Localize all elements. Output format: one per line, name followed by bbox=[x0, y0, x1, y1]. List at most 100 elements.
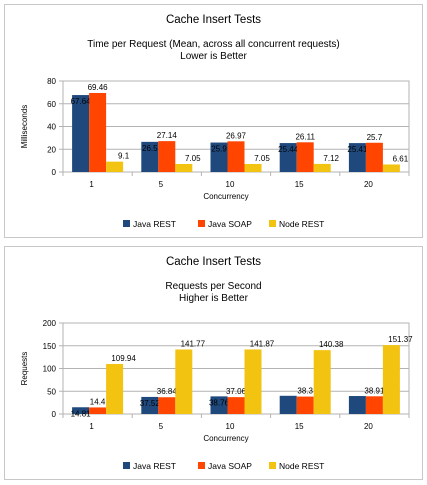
y-tick-label: 200 bbox=[43, 319, 57, 328]
x-tick-label: 20 bbox=[364, 422, 373, 431]
bar-node-rest bbox=[382, 164, 400, 172]
x-tick-label: 15 bbox=[295, 180, 304, 189]
bar-node-rest bbox=[244, 349, 262, 414]
y-axis-label: Milliseconds bbox=[20, 105, 29, 149]
data-label: 25.41 bbox=[347, 145, 368, 154]
data-label: 141.77 bbox=[181, 339, 206, 348]
bar-java-soap bbox=[158, 397, 176, 414]
y-tick-label: 20 bbox=[47, 145, 56, 154]
data-label: 6.61 bbox=[393, 154, 409, 163]
bar-java-rest bbox=[141, 141, 159, 172]
chart-title: Cache Insert Tests bbox=[166, 256, 261, 268]
bar-node-rest bbox=[175, 349, 193, 414]
data-label: 26.5 bbox=[142, 144, 158, 153]
data-label: 14.4 bbox=[90, 397, 106, 406]
bar-node-rest bbox=[175, 163, 193, 172]
x-tick-label: 1 bbox=[89, 422, 94, 431]
x-tick-label: 15 bbox=[295, 422, 304, 431]
data-label: 36.84 bbox=[157, 387, 178, 396]
y-tick-label: 0 bbox=[52, 168, 57, 177]
x-tick-label: 10 bbox=[226, 180, 235, 189]
y-tick-label: 0 bbox=[52, 410, 57, 419]
y-tick-label: 40 bbox=[47, 123, 56, 132]
data-label: 109.94 bbox=[111, 354, 136, 363]
chart-panel-requests-per-second: Cache Insert Tests Requests per Second Hig… bbox=[4, 246, 423, 480]
bar-java-soap bbox=[89, 92, 107, 172]
data-label: 25.9 bbox=[211, 145, 227, 154]
data-label: 25.7 bbox=[367, 133, 383, 142]
legend-label: Java SOAP bbox=[208, 219, 252, 229]
bar-java-soap bbox=[296, 396, 314, 414]
legend-swatch bbox=[198, 462, 205, 469]
data-label: 67.64 bbox=[71, 97, 92, 106]
bar-java-rest bbox=[279, 143, 297, 172]
x-tick-label: 5 bbox=[159, 422, 164, 431]
data-label: 151.37 bbox=[388, 335, 413, 344]
legend-label: Java SOAP bbox=[208, 461, 252, 471]
chart-svg-time-per-request: Cache Insert Tests Time per Request (Mean… bbox=[20, 14, 410, 229]
bar-java-soap bbox=[365, 396, 383, 414]
y-tick-label: 80 bbox=[47, 77, 56, 86]
legend-swatch bbox=[269, 220, 276, 227]
bar-java-rest bbox=[141, 396, 159, 414]
bar-node-rest bbox=[106, 161, 124, 172]
bar-java-rest bbox=[72, 95, 90, 172]
legend-swatch bbox=[198, 220, 205, 227]
bar-java-rest bbox=[279, 395, 297, 414]
data-label: 37.52 bbox=[140, 399, 161, 408]
bar-node-rest bbox=[244, 163, 262, 172]
data-label: 37.06 bbox=[226, 387, 247, 396]
bar-java-soap bbox=[227, 397, 245, 414]
data-label: 38.76 bbox=[209, 398, 230, 407]
data-label: 69.46 bbox=[88, 83, 109, 92]
bar-java-rest bbox=[72, 407, 90, 414]
chart-title: Cache Insert Tests bbox=[166, 14, 261, 26]
x-tick-label: 20 bbox=[364, 180, 373, 189]
data-label: 25.44 bbox=[278, 145, 299, 154]
chart-panel-time-per-request: Cache Insert Tests Time per Request (Mean… bbox=[4, 4, 423, 238]
chart-subtitle-line: Time per Request (Mean, across all concu… bbox=[87, 39, 340, 50]
bar-java-rest bbox=[348, 143, 366, 172]
data-label: 26.11 bbox=[295, 132, 315, 141]
bar-java-soap bbox=[296, 142, 314, 172]
data-label: 27.14 bbox=[157, 131, 178, 140]
data-label: 38.3 bbox=[297, 387, 313, 396]
data-label: 140.38 bbox=[319, 340, 344, 349]
bar-java-soap bbox=[365, 142, 383, 172]
x-axis-label: Concurrency bbox=[203, 192, 248, 201]
legend-label: Node REST bbox=[279, 219, 324, 229]
x-tick-label: 10 bbox=[226, 422, 235, 431]
legend-swatch bbox=[123, 220, 130, 227]
data-label: 7.05 bbox=[185, 154, 201, 163]
bar-node-rest bbox=[313, 350, 331, 414]
data-label: 7.05 bbox=[254, 154, 270, 163]
y-tick-label: 60 bbox=[47, 100, 56, 109]
bar-java-rest bbox=[210, 142, 228, 172]
chart-subtitle-line: Requests per Second bbox=[165, 281, 261, 292]
bar-java-soap bbox=[158, 141, 176, 172]
chart-svg-requests-per-second: Cache Insert Tests Requests per SecondHig… bbox=[20, 256, 413, 471]
bar-node-rest bbox=[313, 163, 331, 172]
bar-java-rest bbox=[210, 396, 228, 414]
x-tick-label: 5 bbox=[159, 180, 164, 189]
bar-node-rest bbox=[106, 363, 124, 414]
legend-label: Node REST bbox=[279, 461, 324, 471]
bar-java-soap bbox=[89, 407, 107, 414]
y-tick-label: 150 bbox=[43, 342, 57, 351]
chart-subtitle-line: Lower is Better bbox=[180, 51, 247, 62]
data-label: 141.87 bbox=[250, 339, 275, 348]
chart-subtitle-line: Higher is Better bbox=[179, 293, 249, 304]
y-tick-label: 100 bbox=[43, 365, 57, 374]
data-label: 9.1 bbox=[118, 152, 130, 161]
bar-node-rest bbox=[382, 345, 400, 414]
legend-swatch bbox=[269, 462, 276, 469]
legend-label: Java REST bbox=[133, 219, 176, 229]
y-tick-label: 50 bbox=[47, 387, 56, 396]
bar-java-rest bbox=[348, 396, 366, 414]
data-label: 7.12 bbox=[323, 154, 339, 163]
x-tick-label: 1 bbox=[89, 180, 94, 189]
x-axis-label: Concurrency bbox=[203, 434, 248, 443]
data-label: 38.91 bbox=[364, 386, 385, 395]
data-label: 14.81 bbox=[71, 409, 92, 418]
data-label: 26.97 bbox=[226, 131, 247, 140]
